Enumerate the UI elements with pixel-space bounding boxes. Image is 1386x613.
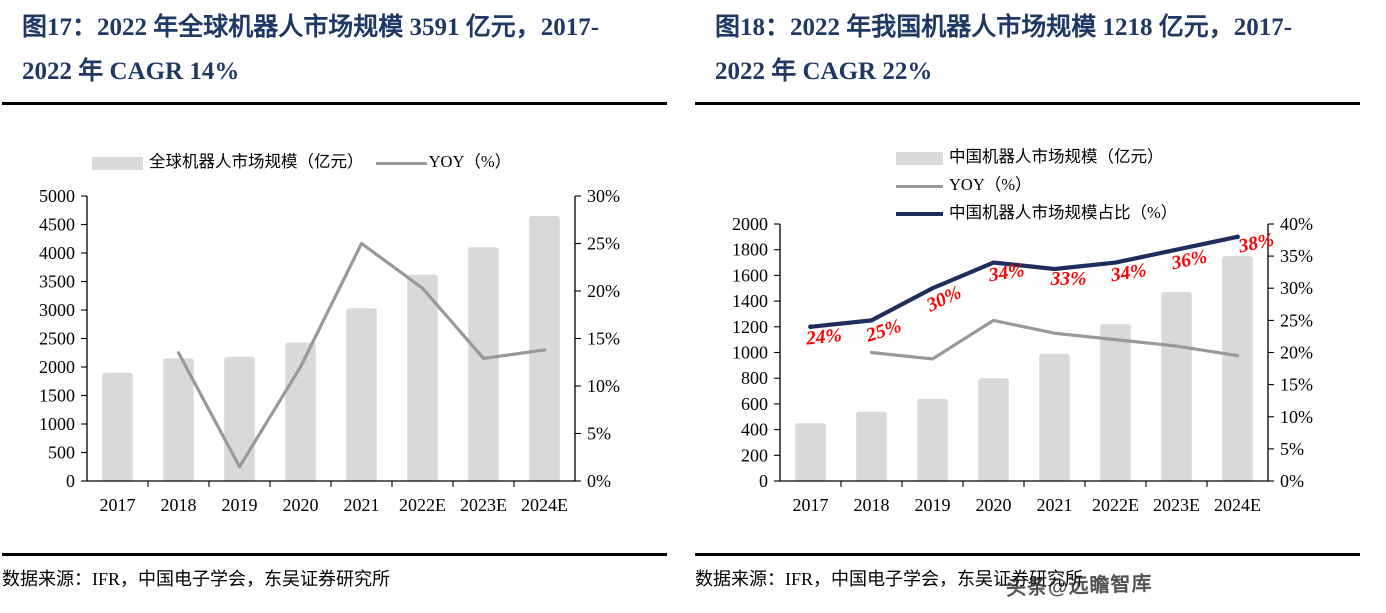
- svg-text:2022E: 2022E: [1092, 495, 1139, 515]
- svg-text:15%: 15%: [1280, 375, 1313, 395]
- svg-text:800: 800: [741, 368, 768, 388]
- svg-text:0: 0: [759, 471, 768, 491]
- svg-text:4000: 4000: [39, 243, 75, 263]
- svg-text:24%: 24%: [804, 325, 843, 350]
- svg-text:20%: 20%: [1280, 343, 1313, 363]
- svg-text:2500: 2500: [39, 329, 75, 349]
- svg-text:10%: 10%: [1280, 407, 1313, 427]
- svg-text:5%: 5%: [587, 424, 611, 444]
- svg-text:2018: 2018: [854, 495, 890, 515]
- svg-text:2017: 2017: [100, 495, 136, 515]
- svg-text:5%: 5%: [1280, 439, 1304, 459]
- svg-text:200: 200: [741, 445, 768, 465]
- svg-text:25%: 25%: [1280, 310, 1313, 330]
- svg-text:1000: 1000: [39, 414, 75, 434]
- svg-text:0%: 0%: [1280, 471, 1304, 491]
- svg-text:33%: 33%: [1050, 269, 1087, 290]
- svg-text:34%: 34%: [1108, 260, 1148, 286]
- svg-text:2017: 2017: [793, 495, 829, 515]
- svg-text:2019: 2019: [222, 495, 258, 515]
- svg-text:500: 500: [48, 443, 75, 463]
- svg-text:34%: 34%: [986, 260, 1026, 286]
- svg-text:2023E: 2023E: [1153, 495, 1200, 515]
- svg-text:4500: 4500: [39, 215, 75, 235]
- svg-text:38%: 38%: [1236, 230, 1276, 258]
- svg-text:1500: 1500: [39, 386, 75, 406]
- svg-text:0%: 0%: [587, 471, 611, 491]
- svg-text:2021: 2021: [1037, 495, 1073, 515]
- svg-text:1400: 1400: [732, 291, 768, 311]
- svg-text:2022E: 2022E: [399, 495, 446, 515]
- svg-text:0: 0: [66, 471, 75, 491]
- svg-text:30%: 30%: [923, 282, 965, 317]
- svg-text:2019: 2019: [915, 495, 951, 515]
- svg-text:2020: 2020: [283, 495, 319, 515]
- svg-text:2024E: 2024E: [1214, 495, 1261, 515]
- svg-text:25%: 25%: [587, 234, 620, 254]
- svg-text:5000: 5000: [39, 186, 75, 206]
- svg-text:600: 600: [741, 394, 768, 414]
- svg-text:15%: 15%: [587, 329, 620, 349]
- svg-text:40%: 40%: [1280, 214, 1313, 234]
- svg-text:35%: 35%: [1280, 246, 1313, 266]
- svg-text:2024E: 2024E: [521, 495, 568, 515]
- svg-text:2020: 2020: [976, 495, 1012, 515]
- svg-text:2023E: 2023E: [460, 495, 507, 515]
- svg-text:30%: 30%: [1280, 278, 1313, 298]
- svg-text:1600: 1600: [732, 265, 768, 285]
- svg-text:30%: 30%: [587, 186, 620, 206]
- svg-text:20%: 20%: [587, 281, 620, 301]
- svg-text:3000: 3000: [39, 300, 75, 320]
- svg-text:10%: 10%: [587, 376, 620, 396]
- svg-text:2018: 2018: [161, 495, 197, 515]
- svg-text:2021: 2021: [344, 495, 380, 515]
- svg-text:400: 400: [741, 420, 768, 440]
- svg-text:1200: 1200: [732, 317, 768, 337]
- svg-text:2000: 2000: [732, 214, 768, 234]
- svg-text:1800: 1800: [732, 240, 768, 260]
- svg-text:1000: 1000: [732, 343, 768, 363]
- svg-text:3500: 3500: [39, 272, 75, 292]
- svg-text:2000: 2000: [39, 357, 75, 377]
